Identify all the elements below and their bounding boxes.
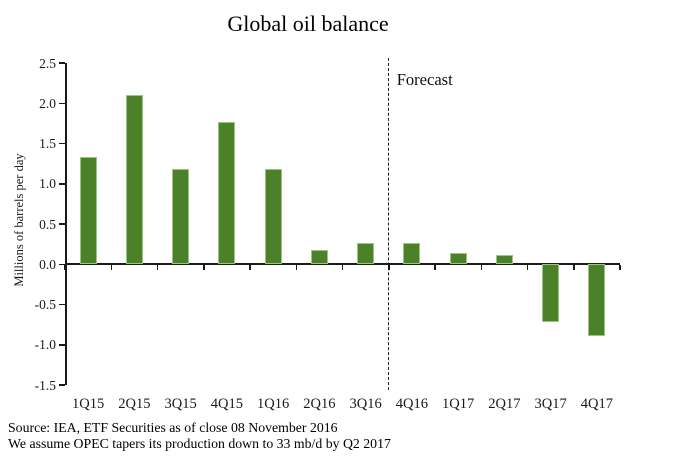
y-tick-label: -1.0 xyxy=(34,337,56,353)
x-axis-tick xyxy=(526,265,529,271)
y-tick-label: 1.0 xyxy=(39,176,56,192)
x-axis-line xyxy=(65,263,620,266)
bar-2Q17 xyxy=(495,255,513,265)
footer-notes: Source: IEA, ETF Securities as of close … xyxy=(8,420,668,451)
source-line: Source: IEA, ETF Securities as of close … xyxy=(8,420,338,435)
x-tick-label-2Q15: 2Q15 xyxy=(118,396,151,412)
y-axis-tick xyxy=(59,183,65,185)
y-axis-tick xyxy=(59,102,65,104)
x-axis-tick xyxy=(110,265,112,271)
bar-1Q15 xyxy=(79,157,97,265)
x-tick-label-4Q15: 4Q15 xyxy=(210,396,243,412)
x-tick-label-3Q17: 3Q17 xyxy=(534,396,567,412)
x-tick-label-4Q16: 4Q16 xyxy=(395,396,428,412)
x-tick-label-3Q15: 3Q15 xyxy=(164,396,197,412)
assumption-line: We assume OPEC tapers its production dow… xyxy=(8,435,391,451)
x-tick-label-2Q17: 2Q17 xyxy=(488,396,521,412)
forecast-divider-line xyxy=(387,58,389,390)
x-axis-tick xyxy=(249,265,251,271)
bar-3Q16 xyxy=(357,242,375,265)
bar-3Q15 xyxy=(172,169,190,265)
y-axis-tick xyxy=(59,303,65,306)
x-tick-label-4Q17: 4Q17 xyxy=(580,396,613,412)
bar-4Q16 xyxy=(403,242,421,265)
y-tick-label: -1.5 xyxy=(34,377,56,393)
bar-2Q15 xyxy=(125,95,143,265)
x-tick-label-2Q16: 2Q16 xyxy=(303,396,336,412)
bar-1Q17 xyxy=(449,252,467,265)
x-axis-tick xyxy=(388,265,390,271)
y-tick-label: -0.5 xyxy=(34,297,56,312)
y-tick-label: 1.5 xyxy=(39,136,56,151)
y-tick-label: 2.0 xyxy=(39,95,56,111)
forecast-label: Forecast xyxy=(396,70,453,89)
x-axis-tick xyxy=(573,265,575,271)
y-axis-tick xyxy=(59,223,65,225)
y-axis-tick xyxy=(59,384,65,386)
y-axis-tick xyxy=(59,62,65,64)
y-tick-label: 2.5 xyxy=(39,55,56,71)
x-axis-tick xyxy=(480,265,482,271)
x-axis-tick xyxy=(156,265,159,271)
y-axis-tick xyxy=(59,344,65,346)
x-axis-tick xyxy=(203,265,205,271)
bar-4Q17 xyxy=(588,264,606,336)
bar-1Q16 xyxy=(264,169,282,265)
x-axis-tick xyxy=(295,265,297,271)
x-tick-label-3Q16: 3Q16 xyxy=(349,396,382,412)
bar-2Q16 xyxy=(310,249,328,265)
x-tick-label-1Q15: 1Q15 xyxy=(72,396,105,412)
y-axis-tick xyxy=(59,142,65,145)
y-tick-label: 0.5 xyxy=(39,216,56,232)
x-axis-tick xyxy=(341,265,344,271)
x-axis-tick xyxy=(64,265,66,271)
y-tick-label: 0.0 xyxy=(39,256,56,272)
chart-title: Global oil balance xyxy=(227,11,389,36)
x-axis-tick xyxy=(619,265,621,271)
bar-3Q17 xyxy=(542,264,560,323)
y-axis-tick xyxy=(59,263,65,265)
x-tick-label-1Q17: 1Q17 xyxy=(442,396,475,412)
bar-4Q15 xyxy=(218,121,236,265)
x-tick-label-1Q16: 1Q16 xyxy=(257,396,290,412)
x-axis-tick xyxy=(434,265,436,271)
y-axis-line xyxy=(65,63,67,385)
